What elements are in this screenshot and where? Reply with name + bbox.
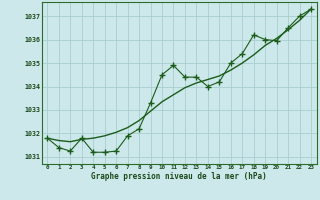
X-axis label: Graphe pression niveau de la mer (hPa): Graphe pression niveau de la mer (hPa) [91, 172, 267, 181]
